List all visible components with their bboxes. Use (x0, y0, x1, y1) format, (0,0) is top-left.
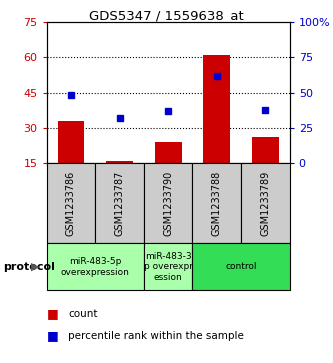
Bar (47, 163, 95, 243)
Bar (106, 161, 133, 163)
Text: GSM1233787: GSM1233787 (115, 171, 125, 236)
Text: control: control (225, 262, 257, 271)
Text: GSM1233788: GSM1233788 (212, 171, 222, 236)
Bar (252, 137, 279, 163)
Text: ■: ■ (47, 329, 58, 342)
Bar (144, 163, 192, 243)
Text: percentile rank within the sample: percentile rank within the sample (68, 331, 244, 341)
Bar (47, 243, 144, 290)
Bar (155, 142, 181, 163)
Bar (58, 121, 84, 163)
Text: GSM1233790: GSM1233790 (163, 171, 173, 236)
Text: GSM1233789: GSM1233789 (260, 171, 270, 236)
Text: miR-483-3
p overexpr
ession: miR-483-3 p overexpr ession (144, 252, 193, 282)
Text: protocol: protocol (3, 262, 55, 272)
Text: ▶: ▶ (31, 262, 39, 272)
Text: GSM1233786: GSM1233786 (66, 171, 76, 236)
Bar (241, 163, 290, 243)
Bar (144, 243, 192, 290)
Text: count: count (68, 309, 98, 319)
Bar (203, 55, 230, 163)
Bar (95, 163, 144, 243)
Text: ■: ■ (47, 307, 58, 321)
Text: miR-483-5p
overexpression: miR-483-5p overexpression (61, 257, 130, 277)
Bar (192, 163, 241, 243)
Bar (192, 243, 290, 290)
Text: GDS5347 / 1559638_at: GDS5347 / 1559638_at (89, 9, 244, 22)
